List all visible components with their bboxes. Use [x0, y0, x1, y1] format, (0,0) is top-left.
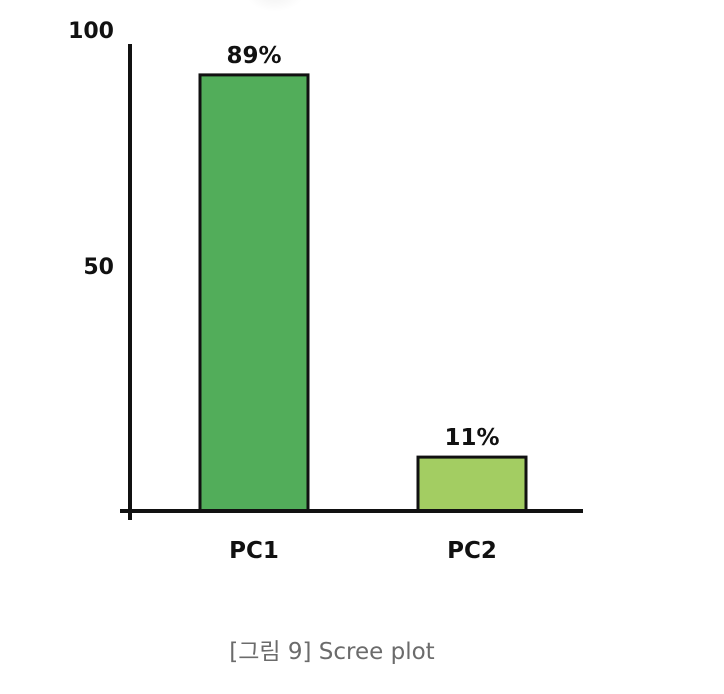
bars-layer	[198, 73, 528, 513]
data-label-pc1: 89%	[226, 43, 281, 69]
bar-pc2	[416, 455, 528, 513]
x-tick-label-pc1: PC1	[229, 538, 279, 564]
scree-plot-chart: 89% PC1 11% PC2 50 100	[68, 19, 583, 564]
decorative-shadow	[245, 0, 305, 12]
figure-caption: [그림 9] Scree plot	[229, 639, 435, 665]
y-tick-label-100: 100	[68, 19, 114, 44]
labels-layer: 89% PC1 11% PC2 50 100	[68, 19, 499, 564]
x-tick-label-pc2: PC2	[447, 538, 497, 564]
data-label-pc2: 11%	[444, 425, 499, 451]
y-tick-label-50: 50	[83, 255, 114, 280]
axes-layer	[120, 44, 583, 520]
bar-pc1	[198, 73, 310, 513]
